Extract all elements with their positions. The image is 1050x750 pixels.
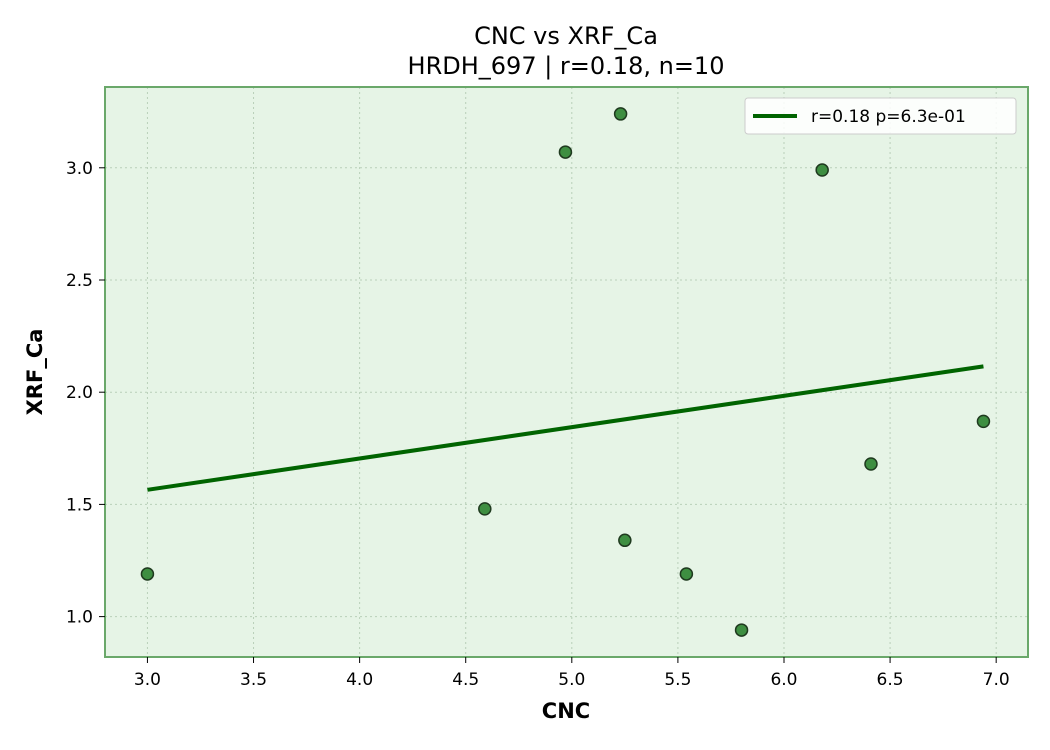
fit-line-layer [147,364,984,492]
y-axis-ticks: 1.0 1.5 2.0 2.5 3.0 [66,159,105,628]
chart-subtitle: HRDH_697 | r=0.18, n=10 [408,52,725,80]
x-tick-label: 4.5 [452,670,479,690]
x-tick-label: 4.0 [346,670,373,690]
x-tick-label: 3.0 [134,670,161,690]
y-tick-label: 1.5 [66,495,93,515]
y-tick-label: 1.0 [66,608,93,628]
y-tick-label: 2.5 [66,271,93,291]
points-layer [140,107,991,637]
x-tick-label: 6.0 [770,670,797,690]
x-tick-label: 7.0 [983,670,1010,690]
x-tick-label: 6.5 [877,670,904,690]
data-point [815,163,829,177]
data-point [618,533,632,548]
data-point [864,457,878,471]
fit-line [147,364,984,492]
x-axis-label: CNC [542,699,590,723]
plot-frame [104,86,1029,658]
chart-title: CNC vs XRF_Ca [474,22,658,50]
legend-fit-line-label: r=0.18 p=6.3e-01 [811,107,966,127]
x-axis-ticks: 3.0 3.5 4.0 4.5 5.0 5.5 6.0 6.5 7.0 [134,657,1010,690]
data-point [734,623,749,637]
legend: r=0.18 p=6.3e-01 [744,97,1017,135]
data-point [679,567,694,581]
y-tick-label: 3.0 [66,159,93,179]
data-point [140,567,155,581]
y-axis-label: XRF_Ca [23,329,47,416]
data-point [478,502,492,516]
data-point [613,107,628,121]
grid [105,87,1028,657]
legend-box [744,97,1017,135]
data-point [976,414,991,429]
x-tick-label: 5.5 [664,670,691,690]
plot-area [105,87,1028,657]
data-point [558,145,573,159]
x-tick-label: 3.5 [240,670,267,690]
x-tick-label: 5.0 [558,670,585,690]
y-tick-label: 2.0 [66,383,93,403]
